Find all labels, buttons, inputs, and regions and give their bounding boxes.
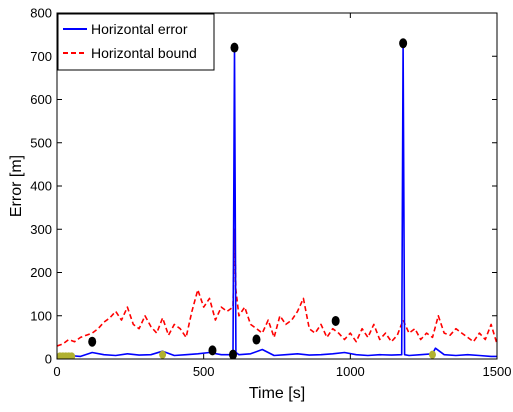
y-tick-label: 800	[30, 6, 52, 21]
black-dot-marker	[252, 334, 261, 345]
x-tick-label: 1500	[483, 364, 512, 379]
legend-label-horizontal-error: Horizontal error	[91, 21, 188, 37]
black-dot-marker	[399, 38, 408, 49]
black-dot-marker	[230, 42, 239, 53]
black-dot-marker	[88, 336, 97, 347]
black-dot-marker	[208, 345, 217, 356]
olive-dot-marker	[68, 352, 76, 359]
x-tick-label: 1000	[336, 364, 365, 379]
y-tick-label: 100	[30, 308, 52, 323]
x-axis-label: Time [s]	[249, 385, 305, 402]
black-dot-marker	[229, 349, 237, 359]
legend: Horizontal error Horizontal bound	[57, 13, 215, 71]
x-tick-label: 0	[53, 364, 60, 379]
legend-box	[57, 13, 215, 71]
olive-dot-marker	[159, 350, 167, 359]
y-tick-label: 400	[30, 179, 52, 194]
y-tick-label: 500	[30, 135, 52, 150]
y-axis-label: Error [m]	[8, 155, 25, 217]
olive-dot-marker	[428, 350, 436, 359]
legend-label-horizontal-bound: Horizontal bound	[91, 45, 197, 61]
series-line-horizontal-error	[57, 42, 497, 358]
y-tick-label: 0	[45, 352, 52, 367]
x-tick-label: 500	[193, 364, 215, 379]
y-tick-label: 700	[30, 49, 52, 64]
y-tick-label: 600	[30, 92, 52, 107]
y-tick-label: 300	[30, 222, 52, 237]
black-dot-marker	[331, 315, 340, 326]
series-line-horizontal-bound	[57, 228, 497, 347]
y-tick-label: 200	[30, 265, 52, 280]
